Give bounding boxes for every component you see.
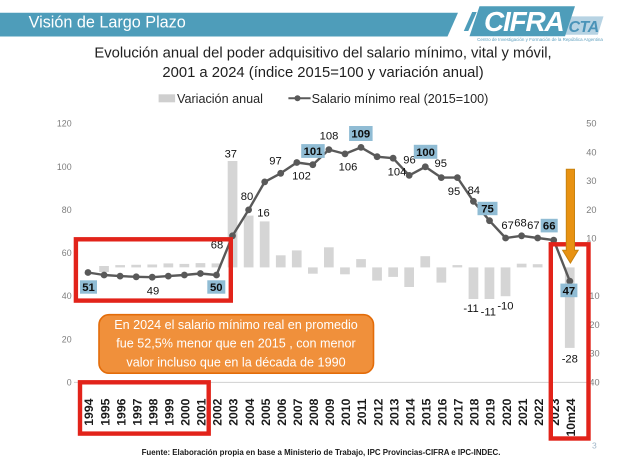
svg-text:2012: 2012: [371, 398, 385, 425]
svg-text:30: 30: [586, 176, 596, 186]
svg-text:47: 47: [563, 285, 576, 297]
svg-text:2008: 2008: [307, 398, 321, 425]
svg-text:2018: 2018: [468, 398, 482, 425]
svg-text:1996: 1996: [114, 398, 128, 425]
svg-text:120: 120: [57, 119, 72, 129]
svg-text:-28: -28: [562, 354, 578, 366]
svg-text:96: 96: [403, 155, 415, 167]
svg-text:CIFRA: CIFRA: [484, 6, 564, 37]
svg-text:102: 102: [292, 171, 311, 183]
svg-text:101: 101: [304, 146, 323, 158]
svg-text:51: 51: [82, 282, 95, 294]
svg-text:66: 66: [543, 221, 556, 233]
svg-text:2003: 2003: [227, 398, 241, 425]
svg-text:2004: 2004: [243, 398, 257, 425]
svg-text:2006: 2006: [275, 398, 289, 425]
svg-text:109: 109: [351, 129, 370, 141]
svg-text:84: 84: [468, 185, 480, 197]
svg-text:2019: 2019: [484, 398, 498, 425]
svg-text:2001 a 2024 (índice 2015=100 y: 2001 a 2024 (índice 2015=100 y variación…: [162, 65, 483, 81]
svg-text:0: 0: [67, 377, 72, 387]
svg-text:20: 20: [586, 205, 596, 215]
svg-text:60: 60: [62, 248, 72, 258]
svg-text:67: 67: [527, 220, 539, 232]
svg-text:Fuente: Elaboración propia en: Fuente: Elaboración propia en base a Min…: [142, 448, 501, 457]
svg-text:2016: 2016: [436, 398, 450, 425]
svg-text:Visión de Largo Plazo: Visión de Largo Plazo: [29, 13, 186, 31]
svg-text:-30: -30: [586, 349, 599, 359]
svg-text:1999: 1999: [163, 398, 177, 425]
svg-text:Evolución anual del poder adqu: Evolución anual del poder adquisitivo de…: [94, 46, 551, 62]
svg-text:75: 75: [481, 204, 494, 216]
svg-text:-20: -20: [586, 320, 599, 330]
svg-text:95: 95: [434, 158, 446, 170]
svg-text:2002: 2002: [211, 398, 225, 425]
svg-text:104: 104: [388, 167, 407, 179]
svg-text:En 2024 el salario mínimo real: En 2024 el salario mínimo real en promed…: [114, 318, 358, 332]
svg-text:106: 106: [339, 162, 358, 174]
svg-text:Centro de Investigación y Form: Centro de Investigación y Formación de l…: [477, 37, 603, 42]
svg-text:2010: 2010: [339, 398, 353, 425]
svg-text:2022: 2022: [532, 398, 546, 425]
svg-text:50: 50: [210, 282, 223, 294]
svg-text:-10: -10: [586, 291, 599, 301]
svg-text:1998: 1998: [146, 398, 160, 425]
svg-text:valor incluso que en la década: valor incluso que en la década de 1990: [126, 355, 345, 369]
svg-text:108: 108: [320, 131, 339, 143]
svg-text:95: 95: [448, 186, 460, 198]
svg-text:68: 68: [514, 218, 526, 230]
svg-text:50: 50: [586, 119, 596, 129]
svg-text:97: 97: [269, 156, 281, 168]
svg-text:2021: 2021: [516, 398, 530, 425]
svg-text:67: 67: [501, 220, 513, 232]
svg-text:1995: 1995: [98, 398, 112, 425]
svg-text:68: 68: [211, 240, 223, 252]
svg-text:37: 37: [225, 149, 237, 161]
svg-text:3: 3: [592, 441, 597, 451]
svg-text:Variación anual: Variación anual: [177, 92, 263, 106]
svg-text:10m24: 10m24: [564, 398, 578, 436]
svg-text:100: 100: [416, 147, 435, 159]
svg-text:2017: 2017: [452, 398, 466, 425]
svg-text:49: 49: [147, 286, 159, 298]
svg-text:2000: 2000: [179, 398, 193, 425]
svg-text:2011: 2011: [355, 398, 369, 425]
svg-text:2009: 2009: [323, 398, 337, 425]
svg-text:20: 20: [62, 334, 72, 344]
svg-text:40: 40: [586, 147, 596, 157]
svg-text:-11: -11: [481, 306, 496, 318]
svg-text:40: 40: [62, 291, 72, 301]
svg-text:16: 16: [257, 207, 269, 219]
svg-text:10: 10: [586, 234, 596, 244]
svg-text:1997: 1997: [130, 398, 144, 425]
svg-text:fue 52,5% menor que en 2015 ,: fue 52,5% menor que en 2015 , con menor: [116, 337, 355, 351]
svg-text:2013: 2013: [387, 398, 401, 425]
svg-text:2014: 2014: [403, 398, 417, 425]
svg-text:-10: -10: [497, 301, 513, 313]
svg-text:80: 80: [241, 191, 253, 203]
svg-text:2001: 2001: [195, 398, 209, 425]
svg-text:1994: 1994: [82, 398, 96, 425]
svg-text:CTA: CTA: [569, 19, 599, 36]
svg-text:2020: 2020: [500, 398, 514, 425]
svg-text:100: 100: [57, 162, 72, 172]
svg-text:2015: 2015: [420, 398, 434, 425]
svg-text:80: 80: [62, 205, 72, 215]
svg-text:2005: 2005: [259, 398, 273, 425]
svg-text:Salario mínimo real (2015=100): Salario mínimo real (2015=100): [312, 92, 489, 106]
svg-text:-11: -11: [463, 303, 478, 315]
svg-text:2007: 2007: [291, 398, 305, 425]
